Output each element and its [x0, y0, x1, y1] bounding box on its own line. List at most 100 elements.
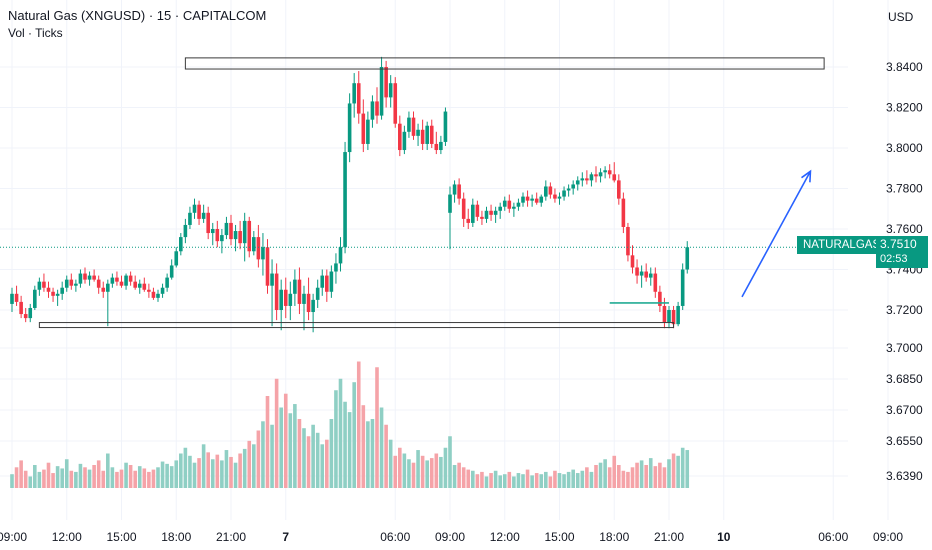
volume-bar — [457, 462, 461, 488]
candle-body — [370, 101, 375, 120]
volume-bar — [393, 455, 398, 488]
volume-bar — [343, 401, 347, 488]
volume-bar — [297, 419, 302, 488]
candle-body — [580, 178, 585, 181]
candle-body — [137, 283, 142, 288]
candle-body — [315, 287, 320, 300]
candle-body — [562, 190, 566, 197]
volume-bar — [571, 469, 575, 488]
volume-indicator-label[interactable]: Vol · Ticks — [8, 26, 63, 40]
candle-body — [621, 198, 626, 227]
candle-body — [242, 220, 247, 244]
candle-body — [46, 287, 51, 292]
candle-body — [671, 310, 676, 325]
volume-bar — [165, 463, 169, 488]
volume-bar — [69, 470, 74, 488]
volume-bar — [315, 432, 320, 488]
volume-bar — [388, 439, 393, 488]
volume-bar — [425, 460, 429, 488]
volume-bar — [685, 450, 690, 488]
volume-bar — [416, 450, 420, 488]
volume-bar — [347, 412, 352, 488]
candle-body — [142, 283, 147, 290]
candle-body — [329, 271, 334, 292]
candle-body — [489, 210, 493, 215]
candle-body — [106, 283, 110, 292]
candle-body — [265, 247, 270, 286]
candle-body — [635, 267, 639, 276]
candle-body — [667, 310, 671, 323]
candle-body — [598, 172, 603, 177]
candle-body — [252, 237, 256, 252]
volume-bar — [489, 473, 493, 488]
candlesticks — [10, 56, 690, 333]
candle-body — [612, 174, 617, 181]
volume-bar — [439, 456, 443, 488]
candle-body — [539, 196, 544, 203]
currency-label[interactable]: USD — [888, 10, 914, 24]
candle-body — [64, 279, 69, 288]
candle-body — [110, 277, 115, 284]
volume-bar — [370, 419, 375, 488]
support-box — [38, 322, 675, 329]
candle-body — [55, 293, 60, 296]
candle-body — [28, 307, 33, 319]
candle-body — [160, 287, 165, 294]
last-price-box: 3.7510 02:53 — [876, 236, 928, 268]
volume-bar — [639, 460, 644, 488]
candle-body — [320, 275, 325, 288]
volume-bar — [502, 474, 507, 488]
candle-body — [92, 275, 96, 280]
candle-body — [662, 305, 667, 323]
volume-bar — [302, 428, 306, 488]
candle-body — [124, 275, 128, 286]
time-tick-label: 06:00 — [818, 530, 848, 544]
time-axis: 09:00 12:00 15:00 18:00 21:00 7 06:00 09:00 12:0… — [0, 530, 903, 544]
volume-bar — [334, 390, 338, 488]
time-tick-label: 12:00 — [490, 530, 520, 544]
last-price-value: 3.7510 — [880, 237, 917, 251]
volume-bar — [594, 465, 598, 488]
price-tick-label: 3.7600 — [886, 222, 923, 236]
candle-body — [516, 202, 521, 207]
volume-bars — [10, 361, 690, 488]
volume-bar — [603, 459, 607, 488]
candle-body — [507, 200, 512, 209]
volume-bar — [544, 471, 548, 488]
candle-body — [420, 129, 425, 144]
time-tick-label: 09:00 — [0, 530, 27, 544]
price-tick-label: 3.6700 — [886, 403, 923, 417]
volume-bar — [188, 455, 192, 488]
candle-body — [644, 271, 648, 278]
candle-body — [297, 279, 302, 304]
volume-bar — [55, 466, 60, 488]
candle-body — [607, 170, 612, 175]
candle-body — [74, 283, 78, 286]
volume-bar — [671, 453, 676, 488]
candle-body — [425, 125, 429, 144]
price-tick-label: 3.8400 — [886, 60, 923, 74]
volume-bar — [106, 453, 110, 488]
volume-bar — [83, 467, 87, 488]
candle-body — [685, 247, 690, 270]
candle-body — [96, 279, 101, 288]
candle-body — [553, 194, 557, 199]
candle-body — [174, 251, 179, 266]
time-tick-label: 09:00 — [435, 530, 465, 544]
candle-body — [334, 263, 338, 272]
bar-countdown: 02:53 — [880, 253, 908, 265]
volume-bar — [23, 470, 28, 488]
candle-body — [393, 83, 398, 124]
candle-body — [224, 222, 229, 236]
candle-body — [147, 289, 151, 292]
candle-body — [548, 186, 553, 195]
candle-body — [617, 180, 621, 199]
volume-bar — [215, 454, 220, 488]
volume-bar — [10, 474, 14, 488]
volume-bar — [19, 460, 23, 488]
volume-bar — [644, 465, 648, 488]
volume-bar — [33, 465, 37, 488]
candle-body — [475, 204, 480, 217]
volume-bar — [676, 455, 680, 488]
